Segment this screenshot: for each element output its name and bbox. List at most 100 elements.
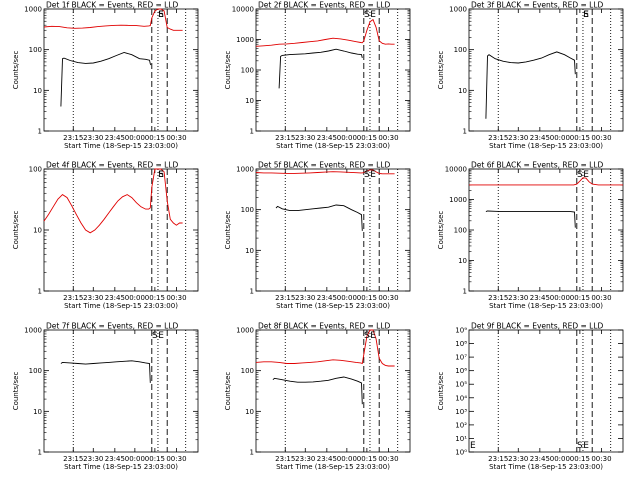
chart-title: Det 3f BLACK = Events, RED = LLD xyxy=(471,1,604,10)
lld-series-line xyxy=(469,177,623,186)
x-tick-label: 00:30 xyxy=(378,294,398,302)
events-series-line xyxy=(272,376,363,405)
chart-panel-6: Det 6f BLACK = Events, RED = LLD 1 10 100 10… xyxy=(437,161,624,310)
x-tick-label: 00:15 xyxy=(357,455,377,463)
x-tick-label: 00:15 xyxy=(145,134,165,142)
events-series-line xyxy=(485,210,576,228)
x-tick-label: 23:30 xyxy=(295,134,315,142)
plot-frame xyxy=(468,329,624,453)
y-tick-label: 100 xyxy=(241,367,254,375)
chart-panel-5: Det 5f BLACK = Events, RED = LLD 1 10 100 10… xyxy=(224,161,411,310)
plot-frame xyxy=(255,329,411,453)
lld-series-line xyxy=(255,329,395,367)
x-tick-label: 00:30 xyxy=(591,134,611,142)
x-tick-label: 23:45 xyxy=(317,294,337,302)
x-tick-label: 23:30 xyxy=(508,294,528,302)
x-tick-label: 23:30 xyxy=(508,134,528,142)
plot-frame xyxy=(468,168,624,292)
y-tick-label: 1 xyxy=(38,128,42,136)
y-tick-label: 100 xyxy=(241,206,254,214)
x-tick-label: 23:15 xyxy=(275,455,295,463)
x-tick-label: 00:30 xyxy=(591,455,611,463)
y-tick-label: 1 xyxy=(250,288,254,296)
y-tick-label: 10⁶ xyxy=(455,367,467,375)
x-tick-label: 00:30 xyxy=(591,294,611,302)
x-tick-label: 23:30 xyxy=(295,294,315,302)
y-tick-label: 100 xyxy=(29,166,42,174)
x-tick-label: 00:15 xyxy=(570,455,590,463)
x-tick-label: 23:30 xyxy=(83,455,103,463)
saa-marker-label: S xyxy=(577,441,583,451)
x-tick-label: 23:15 xyxy=(63,455,83,463)
events-series-line xyxy=(278,48,363,89)
x-axis-label: Start Time (18-Sep-15 23:03:00) xyxy=(489,142,603,150)
y-tick-label: 1 xyxy=(463,288,467,296)
y-tick-label: 1000 xyxy=(236,36,254,44)
y-axis-label: Counts/sec xyxy=(12,51,20,90)
plot-frame xyxy=(43,168,199,292)
events-series-line xyxy=(60,52,152,107)
x-axis-label: Start Time (18-Sep-15 23:03:00) xyxy=(489,302,603,310)
e-marker-label: E xyxy=(158,331,164,341)
y-tick-label: 1 xyxy=(463,128,467,136)
chart-panel-1: Det 1f BLACK = Events, RED = LLD 1 10 100 10… xyxy=(12,1,199,150)
chart-panel-8: Det 8f BLACK = Events, RED = LLD 1 10 100 10… xyxy=(224,322,411,471)
x-tick-label: 00:00 xyxy=(337,294,357,302)
e-marker-label: E xyxy=(583,10,589,20)
x-tick-label: 23:15 xyxy=(275,134,295,142)
x-tick-label: 00:15 xyxy=(357,294,377,302)
x-tick-label: 00:00 xyxy=(125,455,145,463)
y-tick-label: 10000 xyxy=(445,166,467,174)
y-tick-label: 1 xyxy=(250,449,254,457)
saa-marker-label: S xyxy=(577,170,583,180)
x-tick-label: 23:30 xyxy=(83,134,103,142)
x-tick-label: 23:45 xyxy=(317,455,337,463)
x-tick-label: 23:45 xyxy=(530,455,550,463)
chart-title: Det 8f BLACK = Events, RED = LLD xyxy=(258,322,391,331)
chart-panel-3: Det 3f BLACK = Events, RED = LLD 1 10 100 10… xyxy=(437,1,624,150)
x-tick-label: 00:00 xyxy=(125,134,145,142)
y-tick-label: 10⁴ xyxy=(455,394,467,402)
saa-marker-label: S xyxy=(364,331,370,341)
x-tick-label: 00:15 xyxy=(357,134,377,142)
y-tick-label: 10 xyxy=(245,247,254,255)
x-tick-label: 00:15 xyxy=(145,455,165,463)
chart-title: Det 5f BLACK = Events, RED = LLD xyxy=(258,161,391,170)
e-marker-label: E xyxy=(583,441,589,451)
x-tick-label: 00:30 xyxy=(378,455,398,463)
x-tick-label: 23:15 xyxy=(63,294,83,302)
y-tick-label: 10 xyxy=(245,97,254,105)
x-tick-label: 23:15 xyxy=(488,294,508,302)
plot-frame xyxy=(468,8,624,132)
y-tick-label: 100 xyxy=(29,367,42,375)
saa-marker-label: S xyxy=(152,331,158,341)
chart-title: Det 9f BLACK = Events, RED = LLD xyxy=(471,322,604,331)
e-marker-label: E xyxy=(158,170,164,180)
lld-series-line xyxy=(43,168,183,234)
y-tick-label: 10⁰ xyxy=(455,449,467,457)
lld-series-line xyxy=(43,8,183,31)
y-tick-label: 10 xyxy=(245,408,254,416)
events-series-line xyxy=(60,360,151,383)
x-tick-label: 00:30 xyxy=(166,294,186,302)
x-tick-label: 00:15 xyxy=(570,294,590,302)
y-tick-label: 10 xyxy=(33,408,42,416)
y-tick-label: 10⁹ xyxy=(455,327,467,335)
y-tick-label: 10 xyxy=(458,87,467,95)
x-tick-label: 00:15 xyxy=(570,134,590,142)
e-marker-label: E xyxy=(370,170,376,180)
plot-frame xyxy=(43,8,199,132)
y-tick-label: 10³ xyxy=(455,408,467,416)
y-axis-label: Counts/sec xyxy=(224,51,232,90)
x-tick-label: 00:30 xyxy=(166,134,186,142)
y-tick-label: 1000 xyxy=(449,6,467,14)
chart-title: Det 7f BLACK = Events, RED = LLD xyxy=(46,322,179,331)
x-tick-label: 23:15 xyxy=(488,455,508,463)
y-tick-label: 100 xyxy=(454,227,467,235)
x-axis-label: Start Time (18-Sep-15 23:03:00) xyxy=(276,142,390,150)
x-tick-label: 00:15 xyxy=(145,294,165,302)
x-tick-label: 23:45 xyxy=(530,294,550,302)
x-axis-label: Start Time (18-Sep-15 23:03:00) xyxy=(64,463,178,471)
y-tick-label: 10⁵ xyxy=(455,381,467,389)
